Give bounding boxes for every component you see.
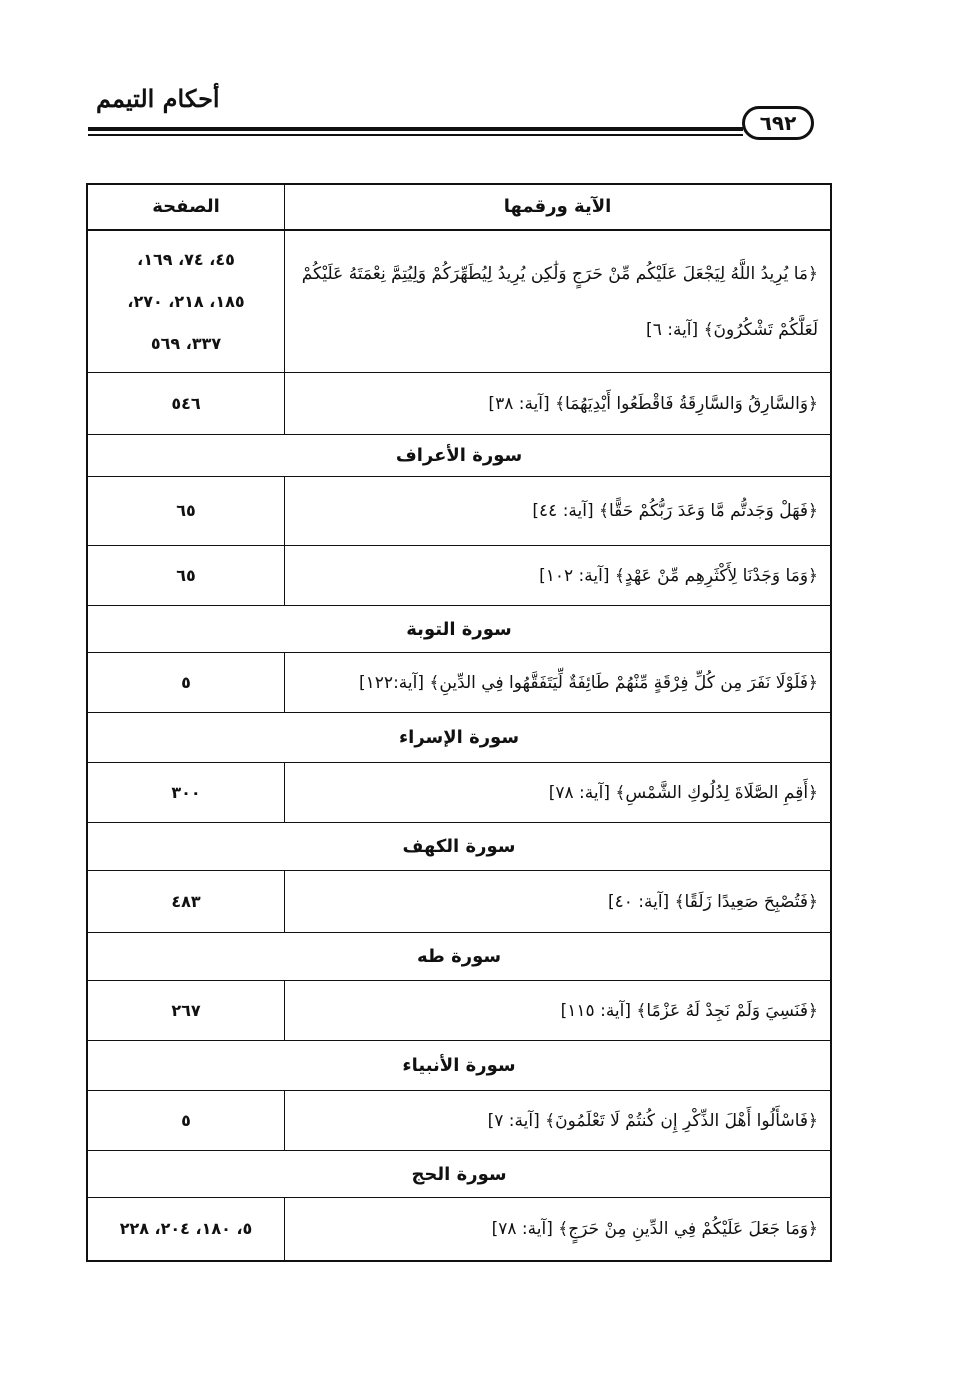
running-title: أحكام التيمم (96, 84, 220, 113)
table-row: ﴿فَلَوْلَا نَفَرَ مِن كُلِّ فِرْقَةٍ مِّ… (88, 652, 830, 712)
section-title: سورة الأعراف (395, 445, 523, 466)
page-numbers: ٥، ١٨٠، ٢٠٤، ٢٢٨ (119, 1219, 253, 1238)
section-row: سورة الكهف (88, 822, 830, 870)
table: الآية ورقمها الصفحة ﴿مَا يُرِيدُ اللَّهُ… (86, 183, 832, 1262)
page-cell: ٣٠٠ (88, 763, 285, 822)
section-title: سورة الكهف (402, 836, 516, 857)
table-row: ﴿وَمَا وَجَدْنَا لِأَكْثَرِهِم مِّنْ عَه… (88, 545, 830, 605)
page-numbers: ٣٠٠ (171, 782, 201, 802)
verse-cell: ﴿وَمَا جَعَلَ عَلَيْكُمْ فِي الدِّينِ مِ… (491, 1219, 818, 1239)
page-numbers: ٥ (181, 672, 191, 692)
table-row: ﴿فَهَلْ وَجَدتُّم مَّا وَعَدَ رَبُّكُمْ … (88, 476, 830, 545)
section-row: سورة الأنبياء (88, 1040, 830, 1090)
section-row: سورة الإسراء (88, 712, 830, 762)
page-numbers: ٦٥ (176, 501, 196, 520)
verse-cell: ﴿فَلَوْلَا نَفَرَ مِن كُلِّ فِرْقَةٍ مِّ… (359, 672, 818, 693)
page-cell: ٥٤٦ (88, 373, 285, 434)
page-numbers: ٥ (181, 1110, 191, 1130)
verse-cell: ﴿أَقِمِ الصَّلَاةَ لِدُلُوكِ الشَّمْسِ﴾ … (548, 782, 818, 803)
page-cell: ٦٥ (88, 477, 285, 545)
page-numbers: ٤٨٣ (171, 891, 201, 911)
verse-cell: ﴿فَنَسِيَ وَلَمْ نَجِدْ لَهُ عَزْمًا﴾ [آ… (560, 1000, 818, 1021)
header-rule (88, 134, 743, 136)
section-title: سورة طه (416, 946, 502, 967)
page-cell: ٦٥ (88, 546, 285, 605)
table-header: الآية ورقمها الصفحة (88, 185, 830, 230)
section-title: سورة التوبة (406, 618, 512, 640)
table-row: ﴿فَاسْأَلُوا أَهْلَ الذِّكْرِ إِن كُنتُم… (88, 1090, 830, 1150)
page-cell: ٥ (88, 653, 285, 712)
verse-cell: ﴿فَتُصْبِحَ صَعِيدًا زَلَقًا﴾ [آية: ٤٠] (607, 891, 818, 912)
section-title: سورة الإسراء (398, 727, 520, 748)
page-number: ٦٩٢ (742, 106, 814, 140)
verse-cell: ﴿مَا يُرِيدُ اللَّهُ لِيَجْعَلَ عَلَيْكُ… (301, 263, 818, 340)
header-rule (88, 127, 743, 131)
verse-cell: ﴿فَهَلْ وَجَدتُّم مَّا وَعَدَ رَبُّكُمْ … (532, 501, 818, 521)
page-numbers: ١٨٥، ٢١٨، ٢٧٠، (127, 291, 245, 311)
page-cell: ٥ (88, 1091, 285, 1150)
column-header: الآية ورقمها (503, 196, 612, 217)
column-header: الصفحة (88, 185, 285, 229)
table-row: ﴿مَا يُرِيدُ اللَّهُ لِيَجْعَلَ عَلَيْكُ… (88, 230, 830, 372)
section-title: سورة الحج (411, 1163, 507, 1185)
table-row: ﴿فَتُصْبِحَ صَعِيدًا زَلَقًا﴾ [آية: ٤٠] ٤… (88, 870, 830, 932)
verse-cell: ﴿فَاسْأَلُوا أَهْلَ الذِّكْرِ إِن كُنتُم… (487, 1110, 818, 1131)
page-cell: ٤٨٣ (88, 871, 285, 932)
page-numbers: ٣٣٧، ٥٦٩ (150, 333, 222, 353)
page-cell: ٢٦٧ (88, 981, 285, 1040)
page-numbers: ٦٥ (176, 565, 196, 585)
section-row: سورة الأعراف (88, 434, 830, 476)
section-row: سورة التوبة (88, 605, 830, 652)
page-numbers: ٤٥، ٧٤، ١٦٩، (137, 249, 235, 269)
table-row: ﴿فَنَسِيَ وَلَمْ نَجِدْ لَهُ عَزْمًا﴾ [آ… (88, 980, 830, 1040)
table-row: ﴿أَقِمِ الصَّلَاةَ لِدُلُوكِ الشَّمْسِ﴾ … (88, 762, 830, 822)
page-numbers: ٢٦٧ (171, 1000, 201, 1020)
section-row: سورة طه (88, 932, 830, 980)
page-cell: ٥، ١٨٠، ٢٠٤، ٢٢٨ (88, 1198, 285, 1260)
page-cell: ٤٥، ٧٤، ١٦٩، ١٨٥، ٢١٨، ٢٧٠، ٣٣٧، ٥٦٩ (88, 231, 285, 372)
table-row: ﴿وَمَا جَعَلَ عَلَيْكُمْ فِي الدِّينِ مِ… (88, 1197, 830, 1260)
section-title: سورة الأنبياء (402, 1055, 516, 1076)
verse-cell: ﴿وَمَا وَجَدْنَا لِأَكْثَرِهِم مِّنْ عَه… (539, 565, 818, 586)
page-numbers: ٥٤٦ (171, 393, 201, 413)
verse-cell: ﴿وَالسَّارِقُ وَالسَّارِقَةُ فَاقْطَعُوا… (488, 393, 818, 414)
section-row: سورة الحج (88, 1150, 830, 1197)
table-row: ﴿وَالسَّارِقُ وَالسَّارِقَةُ فَاقْطَعُوا… (88, 372, 830, 434)
